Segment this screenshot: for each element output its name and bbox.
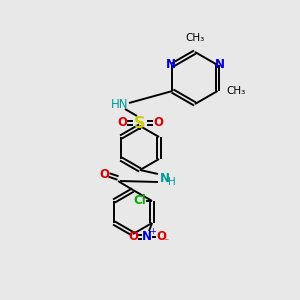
Text: O: O [117, 116, 127, 130]
Text: ⁻: ⁻ [164, 237, 169, 247]
Text: O: O [99, 169, 109, 182]
Text: N: N [142, 230, 152, 244]
Text: CH₃: CH₃ [226, 86, 246, 96]
Text: H: H [168, 177, 176, 187]
Text: CH₃: CH₃ [185, 33, 205, 43]
Text: Cl: Cl [134, 194, 146, 208]
Text: O: O [128, 230, 138, 244]
Text: N: N [166, 58, 176, 70]
Text: HN: HN [111, 98, 129, 112]
Text: O: O [156, 230, 166, 244]
Text: O: O [153, 116, 163, 130]
Text: +: + [150, 227, 157, 236]
Text: N: N [160, 172, 170, 184]
Text: N: N [214, 58, 224, 70]
Text: S: S [134, 116, 146, 130]
